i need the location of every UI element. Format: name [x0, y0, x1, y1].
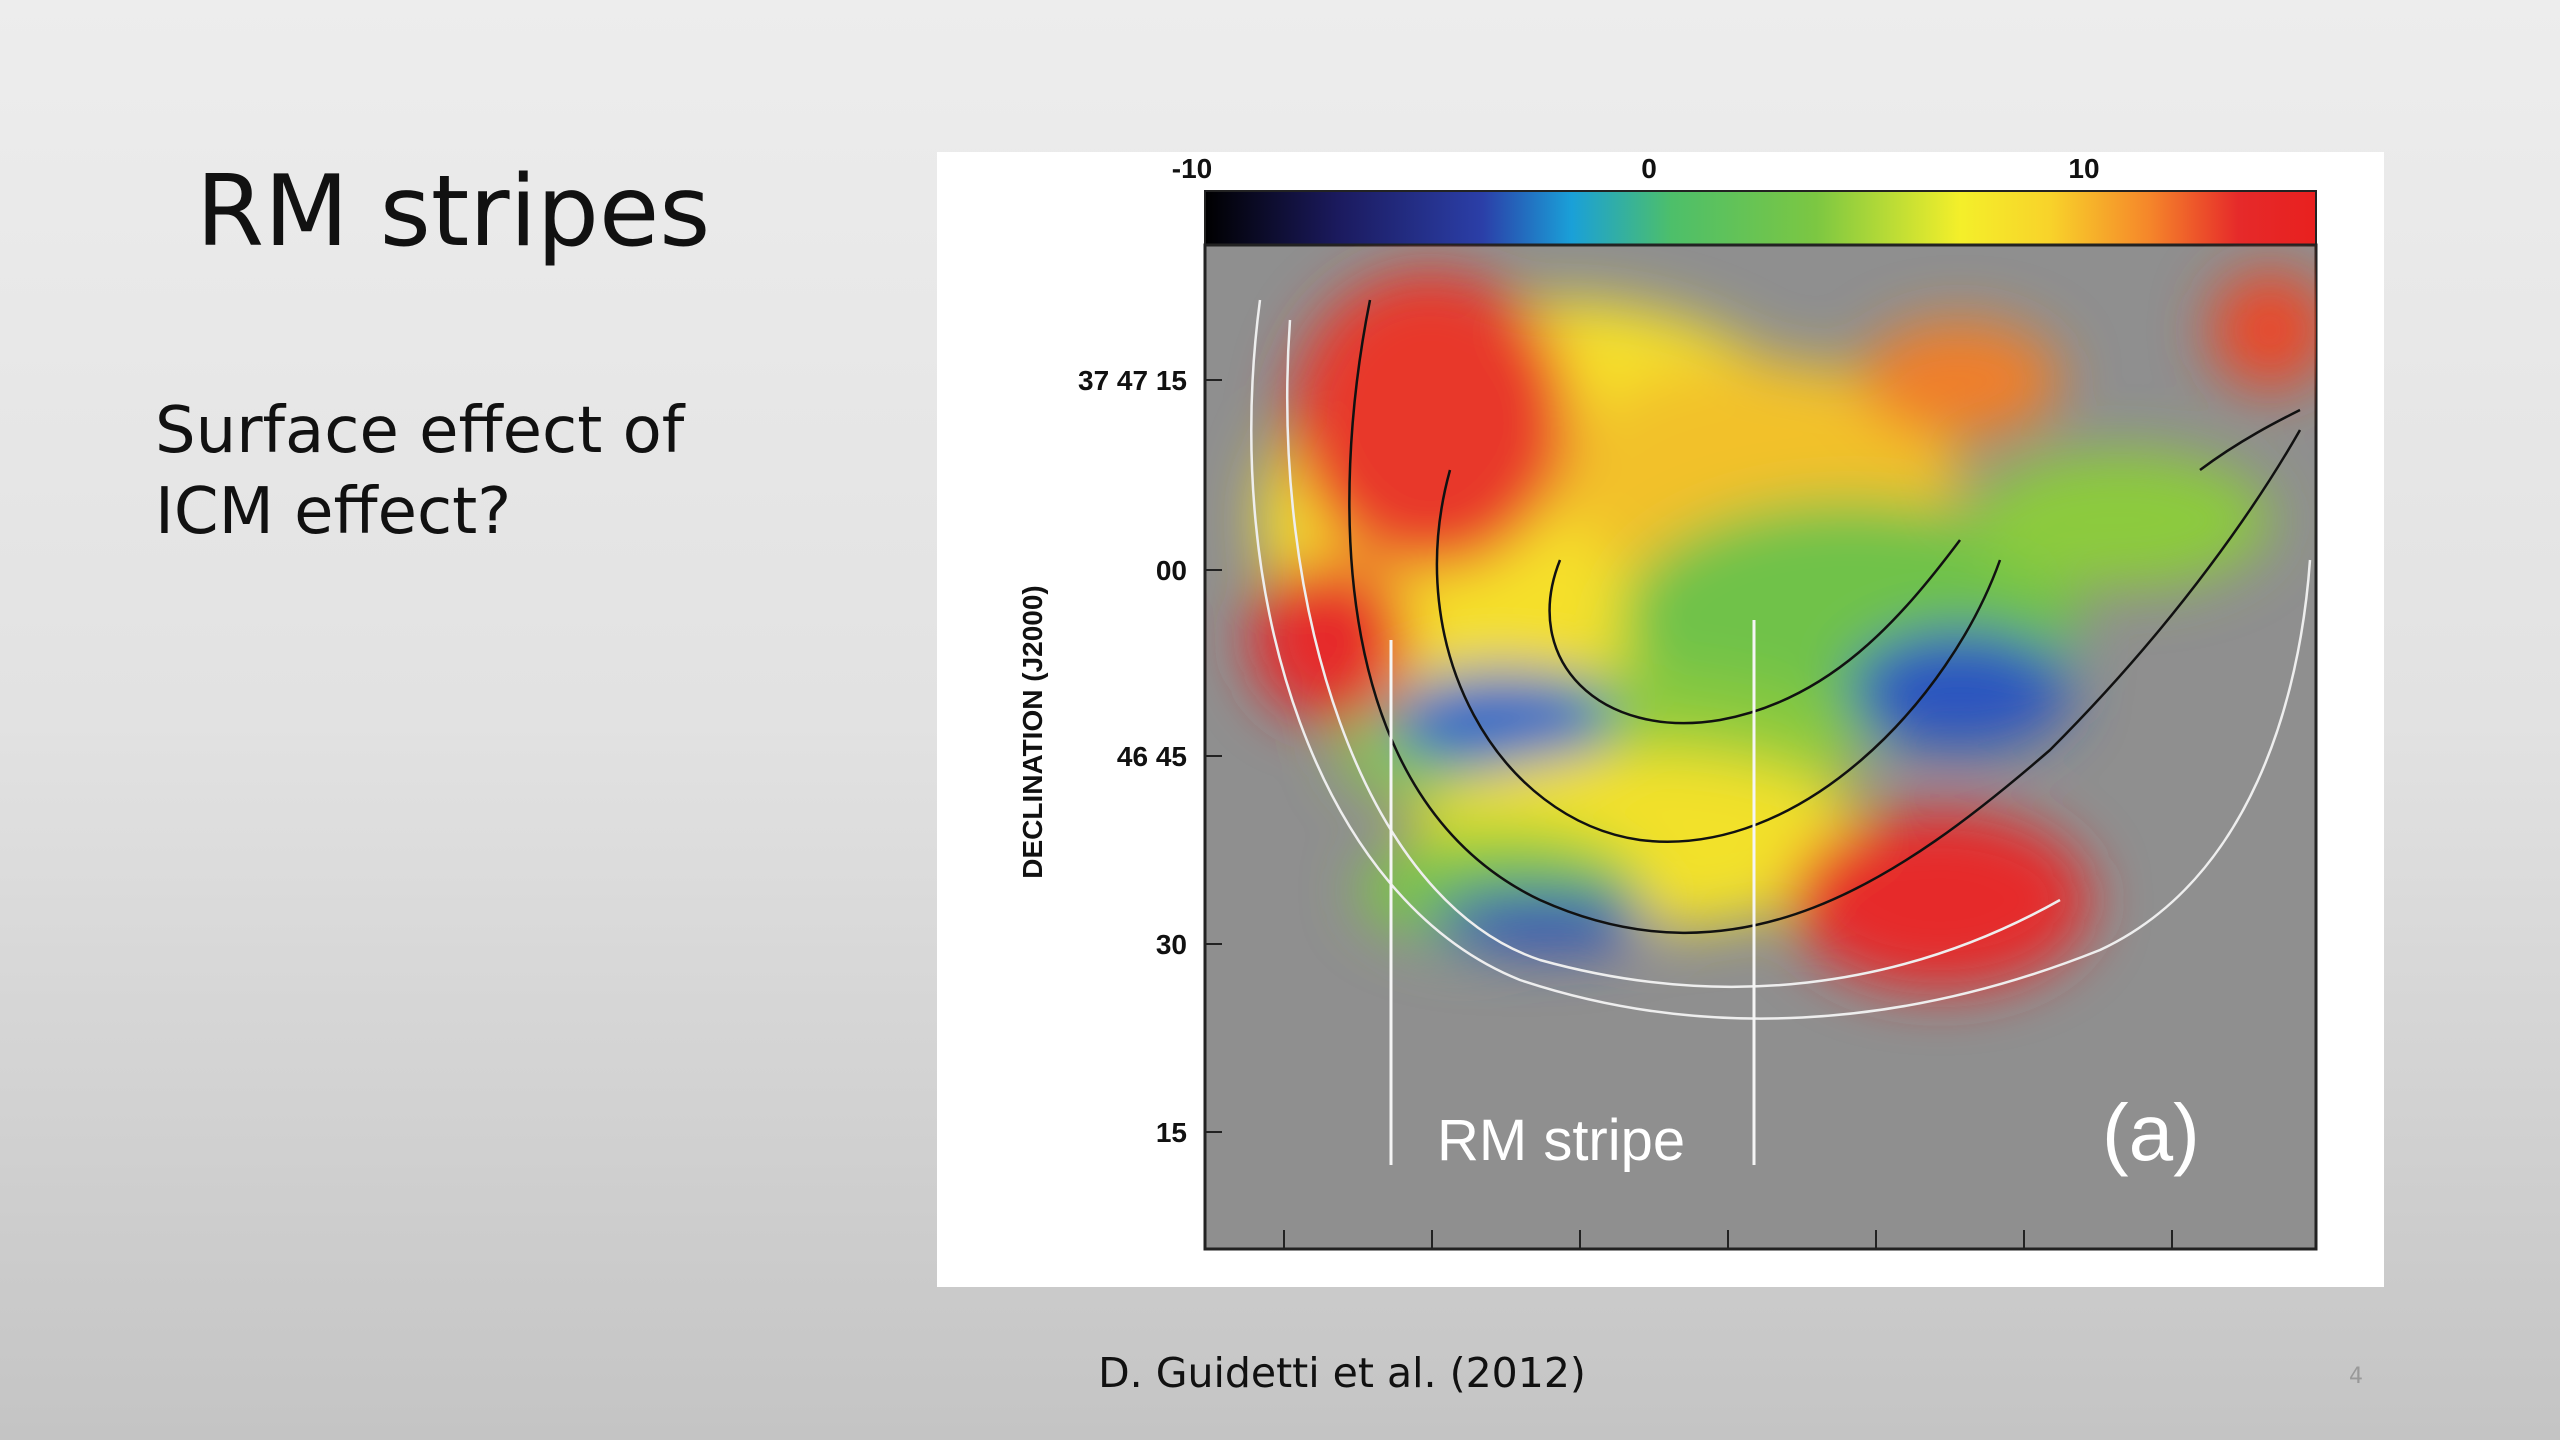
- caption: D. Guidetti et al. (2012): [1098, 1349, 1586, 1397]
- y-tick-label: 37 47 15: [1078, 365, 1187, 396]
- annotation: RM stripe: [1437, 1108, 1685, 1173]
- colorbar-label: 0: [1641, 153, 1657, 184]
- figure: -10 0 10: [937, 152, 2384, 1287]
- contours: [1348, 299, 2302, 934]
- body-text: Surface effect of: [155, 394, 686, 468]
- y-tick-label: 00: [1156, 555, 1187, 586]
- slide-title: RM stripes: [196, 155, 710, 269]
- colorbar-label: -10: [1172, 153, 1212, 184]
- axis-ticks: [1205, 379, 2173, 1249]
- y-tick-label: 46 45: [1117, 741, 1187, 772]
- page-number: 4: [2349, 1364, 2363, 1389]
- y-tick-label: 30: [1156, 929, 1187, 960]
- y-axis-label: DECLINATION (J2000): [1017, 585, 1048, 879]
- colorbar-label: 10: [2068, 153, 2099, 184]
- stripe-markers: [1389, 620, 1756, 1165]
- y-tick-label: 15: [1156, 1117, 1187, 1148]
- panel-label: (a): [2102, 1088, 2200, 1177]
- outer-contours: [1250, 299, 2312, 1020]
- body-text: ICM effect?: [155, 475, 511, 549]
- colorbar: [1204, 190, 2317, 246]
